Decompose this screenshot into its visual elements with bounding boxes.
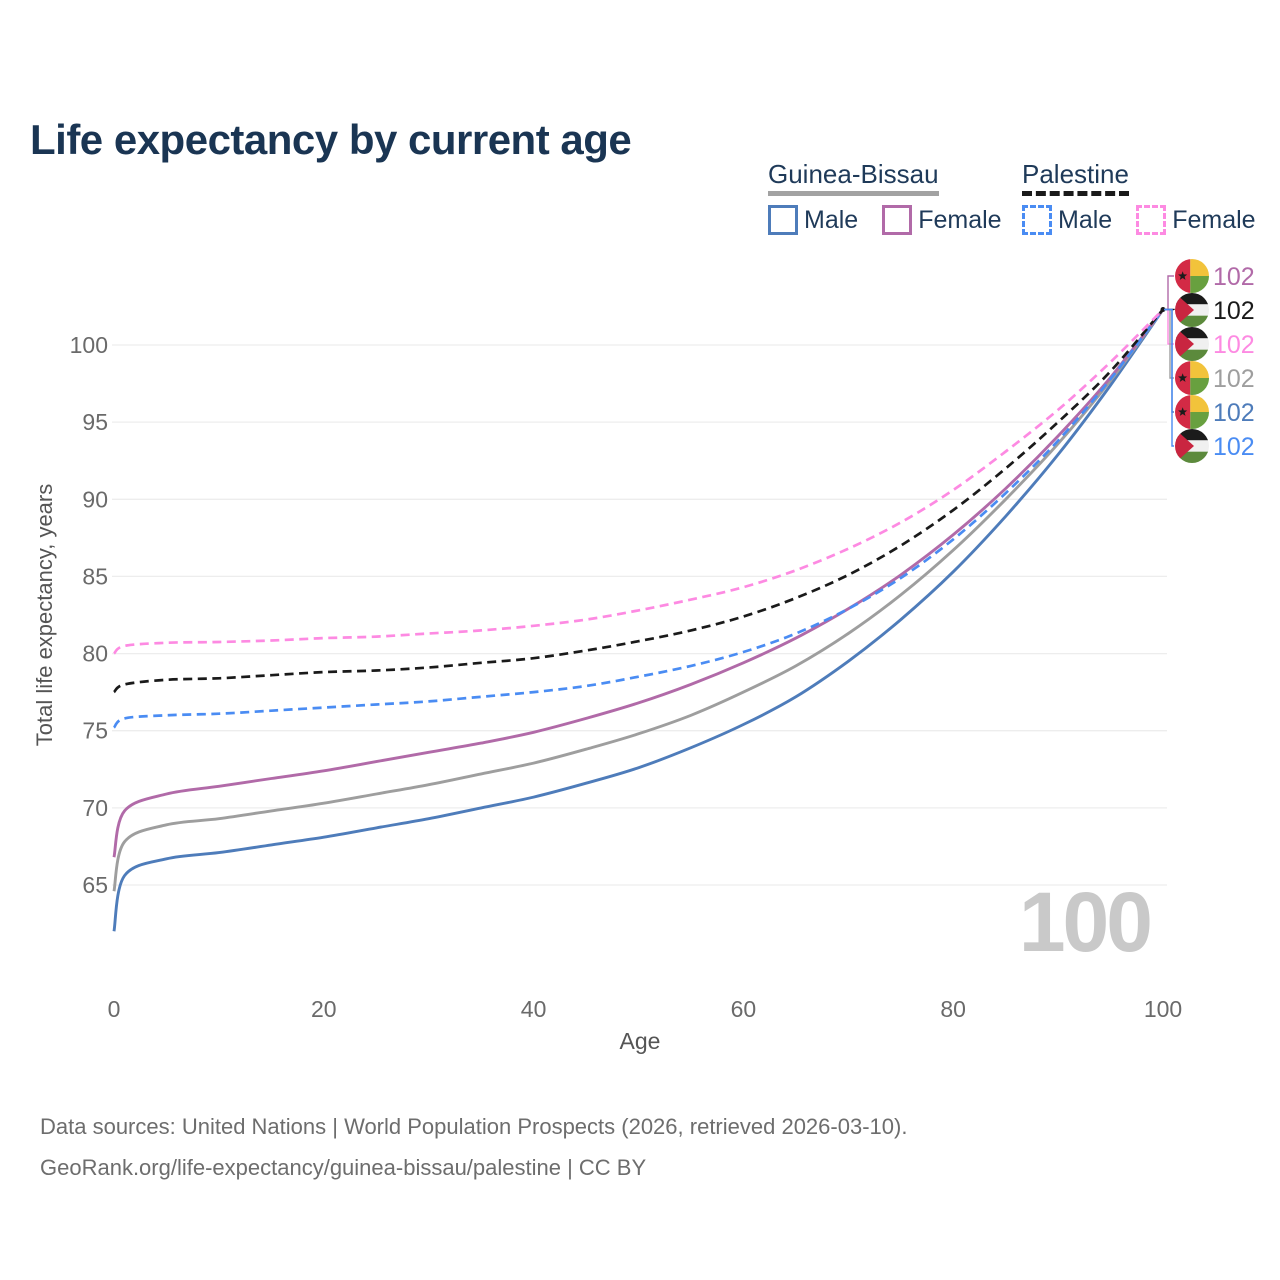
end-value-label-gb-total: 102 — [1213, 365, 1255, 393]
y-tick-label-85: 85 — [82, 563, 108, 589]
end-value-label-gb-male: 102 — [1213, 399, 1255, 427]
palestine-flag-icon — [1175, 293, 1209, 327]
x-tick-label-40: 40 — [521, 996, 547, 1022]
palestine-flag-icon — [1175, 327, 1209, 361]
end-value-label-ps-total: 102 — [1213, 297, 1255, 325]
legend-header-palestine[interactable]: Palestine — [1022, 160, 1129, 197]
legend-swatch-guinea-bissau-female[interactable] — [882, 205, 913, 236]
series-line-gb-female — [112, 308, 1165, 858]
legend-swatch-guinea-bissau-male[interactable] — [768, 205, 798, 236]
legend-swatch-palestine-female[interactable] — [1136, 205, 1167, 236]
legend-group-guinea-bissau: Guinea-Bissau Male Female — [768, 160, 1026, 236]
legend-header-guinea-bissau[interactable]: Guinea-Bissau — [768, 160, 939, 197]
y-axis-title: Total life expectancy, years — [32, 484, 57, 747]
y-tick-label-90: 90 — [82, 486, 108, 512]
x-tick-label-80: 80 — [940, 996, 966, 1022]
series-line-ps-male — [112, 308, 1165, 729]
y-tick-label-80: 80 — [82, 641, 108, 667]
legend-swatch-palestine-male[interactable] — [1022, 205, 1052, 236]
end-value-label-ps-male: 102 — [1213, 433, 1255, 461]
series-line-ps-female — [113, 308, 1164, 655]
x-tick-label-0: 0 — [108, 996, 121, 1022]
y-tick-label-70: 70 — [82, 795, 108, 821]
x-tick-label-100: 100 — [1144, 996, 1182, 1022]
legend-group-palestine: Palestine Male Female — [1022, 160, 1280, 236]
guinea-bissau-flag-icon — [1175, 395, 1209, 429]
legend-label-palestine-male[interactable]: Male — [1058, 205, 1113, 234]
y-tick-label-75: 75 — [82, 718, 108, 744]
palestine-flag-icon — [1175, 429, 1209, 463]
end-value-label-ps-female: 102 — [1213, 331, 1255, 359]
data-sources-text: Data sources: United Nations | World Pop… — [40, 1114, 908, 1139]
series-line-gb-total — [112, 308, 1165, 892]
y-tick-label-95: 95 — [82, 409, 108, 435]
end-label-connector-gb-female — [1164, 275, 1174, 311]
legend-label-guinea-bissau-male[interactable]: Male — [804, 205, 859, 234]
chart-footer: Data sources: United Nations | World Pop… — [40, 1106, 907, 1188]
legend-label-palestine-female[interactable]: Female — [1172, 205, 1256, 234]
age-watermark: 100 — [1019, 875, 1150, 969]
end-label-connector-ps-male — [1164, 308, 1174, 447]
source-url-text: GeoRank.org/life-expectancy/guinea-bissa… — [40, 1155, 647, 1180]
x-axis-title: Age — [620, 1028, 661, 1054]
x-tick-label-60: 60 — [731, 996, 757, 1022]
page-title: Life expectancy by current age — [30, 116, 632, 164]
y-tick-label-100: 100 — [70, 332, 108, 358]
end-value-label-gb-female: 102 — [1213, 263, 1255, 291]
y-tick-label-65: 65 — [82, 872, 108, 898]
endpoint-marker — [1160, 307, 1166, 312]
series-line-ps-total — [113, 308, 1165, 694]
x-tick-label-20: 20 — [311, 996, 337, 1022]
series-line-gb-male — [112, 308, 1165, 932]
legend-label-guinea-bissau-female[interactable]: Female — [918, 205, 1002, 234]
